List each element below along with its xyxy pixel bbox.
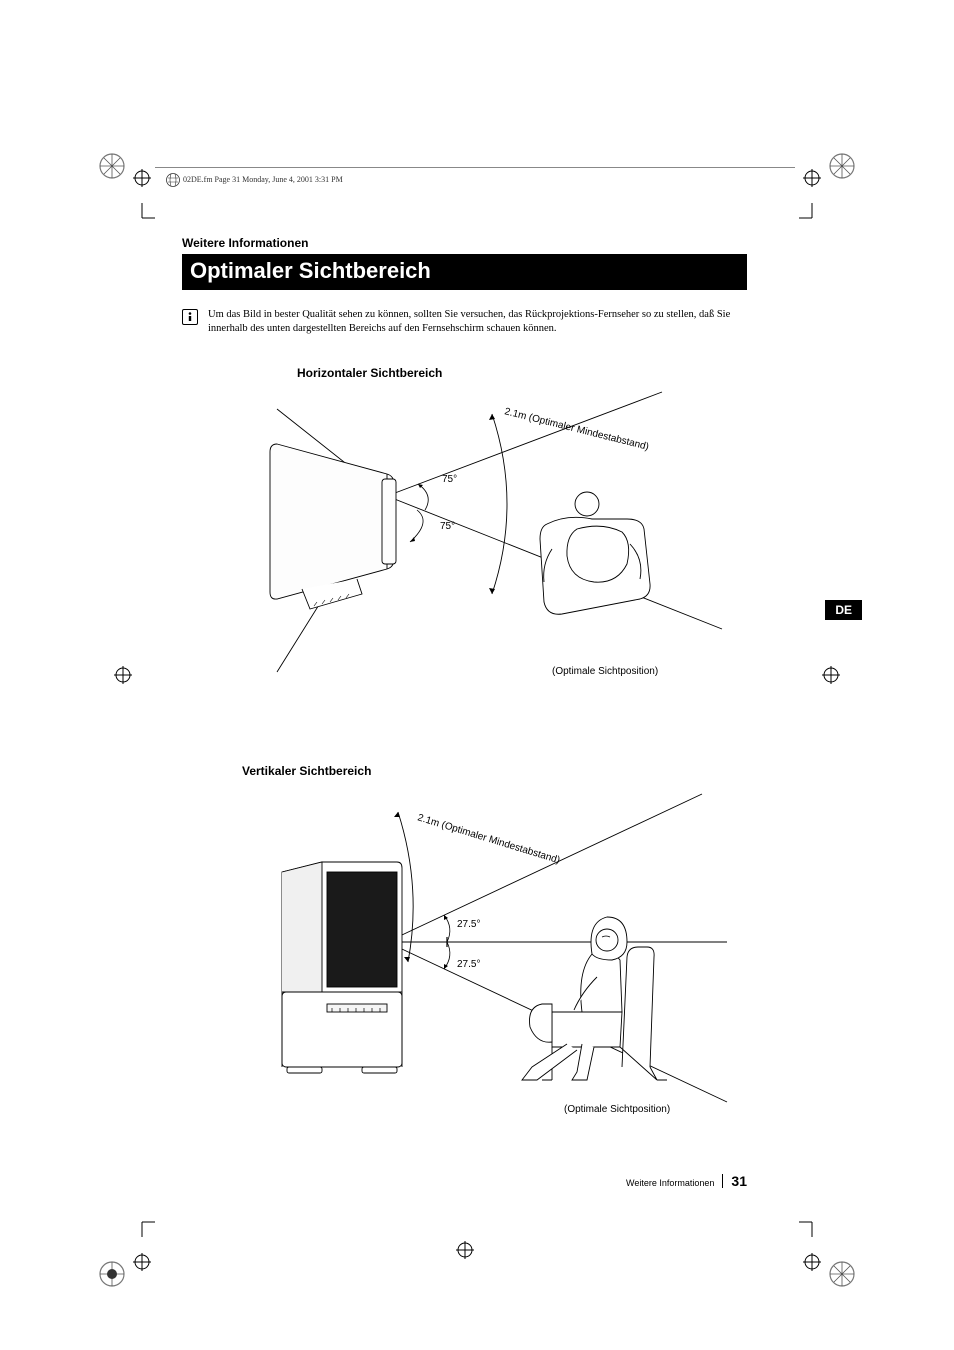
crop-mark-br	[789, 1217, 859, 1287]
info-icon	[182, 309, 198, 325]
diagram-h-title: Horizontaler Sichtbereich	[297, 366, 747, 380]
header-rule	[155, 167, 795, 168]
distance-v-label: 2.1m (Optimaler Mindestabstand)	[416, 813, 561, 867]
language-tab: DE	[825, 600, 862, 620]
position-v-label: (Optimale Sichtposition)	[564, 1104, 670, 1115]
crop-mark-tr	[789, 153, 859, 223]
footer-label: Weitere Informationen	[626, 1178, 714, 1188]
vertical-diagram: Vertikaler Sichtbereich	[182, 764, 747, 1132]
angle-h-top: 75°	[442, 474, 457, 485]
svg-text:2.1m (Optimaler Mindestabstand: 2.1m (Optimaler Mindestabstand)	[416, 813, 561, 867]
distance-h-label: 2.1m (Optimaler Mindestabstand)	[503, 407, 650, 454]
footer: Weitere Informationen 31	[182, 1173, 747, 1189]
crop-mark-bl	[95, 1217, 165, 1287]
horizontal-diagram: Horizontaler Sichtbereich	[182, 366, 747, 694]
angle-v-bottom: 27.5°	[457, 959, 480, 970]
page-title: Optimaler Sichtbereich	[182, 254, 747, 290]
footer-divider	[722, 1174, 723, 1188]
diagram-v-title: Vertikaler Sichtbereich	[242, 764, 747, 778]
crop-mark-mr	[816, 660, 846, 690]
section-label: Weitere Informationen	[182, 236, 747, 250]
svg-text:2.1m (Optimaler Mindestabstand: 2.1m (Optimaler Mindestabstand)	[503, 407, 650, 454]
footer-page: 31	[731, 1173, 747, 1189]
info-text: Um das Bild in bester Qualität sehen zu …	[208, 308, 747, 336]
crop-mark-bc	[450, 1235, 480, 1265]
crop-mark-tl	[95, 153, 165, 223]
angle-h-bottom: 75°	[440, 521, 455, 532]
angle-v-top: 27.5°	[457, 919, 480, 930]
doc-meta: 02DE.fm Page 31 Monday, June 4, 2001 3:3…	[165, 172, 343, 188]
position-h-label: (Optimale Sichtposition)	[552, 666, 658, 677]
crop-mark-ml	[108, 660, 138, 690]
